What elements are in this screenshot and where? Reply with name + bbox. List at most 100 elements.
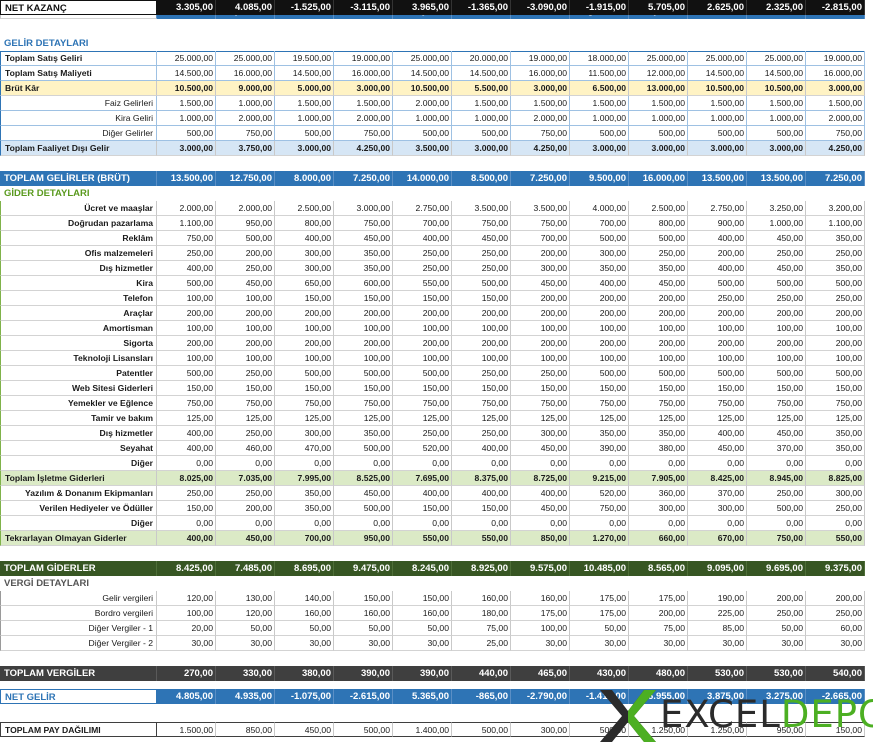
value-cell[interactable]: 2.000,00 bbox=[216, 201, 275, 216]
value-cell[interactable]: 1.000,00 bbox=[393, 111, 452, 126]
value-cell[interactable]: 0,00 bbox=[393, 516, 452, 531]
value-cell[interactable]: 30,00 bbox=[806, 636, 865, 651]
value-cell[interactable]: 370,00 bbox=[747, 441, 806, 456]
value-cell[interactable]: 10.485,00 bbox=[570, 561, 629, 576]
value-cell[interactable]: 350,00 bbox=[334, 246, 393, 261]
value-cell[interactable]: 100,00 bbox=[216, 321, 275, 336]
value-cell[interactable]: 160,00 bbox=[511, 591, 570, 606]
value-cell[interactable]: 200,00 bbox=[393, 306, 452, 321]
value-cell[interactable]: 12.000,00 bbox=[629, 66, 688, 81]
value-cell[interactable]: 5.365,00 bbox=[393, 689, 452, 704]
value-cell[interactable]: 50,00 bbox=[747, 621, 806, 636]
value-cell[interactable]: 1.500,00 bbox=[157, 722, 216, 737]
value-cell[interactable]: 100,00 bbox=[747, 321, 806, 336]
value-cell[interactable]: 500,00 bbox=[452, 276, 511, 291]
value-cell[interactable]: 3.500,00 bbox=[393, 141, 452, 156]
value-cell[interactable]: 500,00 bbox=[452, 722, 511, 737]
value-cell[interactable]: 200,00 bbox=[511, 336, 570, 351]
value-cell[interactable]: 250,00 bbox=[393, 426, 452, 441]
row-label-cell[interactable]: Araçlar bbox=[0, 306, 157, 321]
value-cell[interactable]: 950,00 bbox=[216, 216, 275, 231]
value-cell[interactable]: 1.000,00 bbox=[688, 111, 747, 126]
row-label-cell[interactable]: Teknoloji Lisansları bbox=[0, 351, 157, 366]
value-cell[interactable]: 125,00 bbox=[157, 411, 216, 426]
value-cell[interactable]: 190,00 bbox=[688, 591, 747, 606]
value-cell[interactable]: 125,00 bbox=[806, 411, 865, 426]
value-cell[interactable]: 8.500,00 bbox=[452, 171, 511, 186]
value-cell[interactable]: 16.000,00 bbox=[511, 66, 570, 81]
value-cell[interactable]: 25.000,00 bbox=[393, 51, 452, 66]
value-cell[interactable]: 100,00 bbox=[688, 351, 747, 366]
value-cell[interactable]: 250,00 bbox=[747, 486, 806, 501]
value-cell[interactable]: 4.250,00 bbox=[334, 141, 393, 156]
value-cell[interactable]: 100,00 bbox=[806, 321, 865, 336]
value-cell[interactable]: 250,00 bbox=[806, 291, 865, 306]
value-cell[interactable]: 125,00 bbox=[629, 411, 688, 426]
value-cell[interactable]: 200,00 bbox=[393, 336, 452, 351]
value-cell[interactable]: 550,00 bbox=[393, 531, 452, 546]
value-cell[interactable]: 300,00 bbox=[275, 246, 334, 261]
value-cell[interactable]: 330,00 bbox=[216, 666, 275, 681]
row-label-cell[interactable]: Toplam Satış Geliri bbox=[0, 51, 157, 66]
value-cell[interactable]: 5.000,00 bbox=[275, 81, 334, 96]
value-cell[interactable]: 8.000,00 bbox=[275, 171, 334, 186]
value-cell[interactable]: 350,00 bbox=[806, 426, 865, 441]
row-label-cell[interactable]: Tekrarlayan Olmayan Giderler bbox=[0, 531, 157, 546]
value-cell[interactable]: 1.100,00 bbox=[157, 216, 216, 231]
value-cell[interactable]: 150,00 bbox=[393, 291, 452, 306]
value-cell[interactable]: 200,00 bbox=[806, 591, 865, 606]
value-cell[interactable]: 125,00 bbox=[747, 411, 806, 426]
value-cell[interactable]: 200,00 bbox=[334, 336, 393, 351]
value-cell[interactable]: 300,00 bbox=[511, 261, 570, 276]
value-cell[interactable]: 175,00 bbox=[629, 591, 688, 606]
row-label-cell[interactable]: Yazılım & Donanım Ekipmanları bbox=[0, 486, 157, 501]
value-cell[interactable]: 520,00 bbox=[570, 486, 629, 501]
value-cell[interactable]: 500,00 bbox=[747, 501, 806, 516]
value-cell[interactable]: 500,00 bbox=[629, 366, 688, 381]
value-cell[interactable]: 50,00 bbox=[275, 621, 334, 636]
value-cell[interactable]: 750,00 bbox=[216, 396, 275, 411]
value-cell[interactable]: 0,00 bbox=[747, 456, 806, 471]
row-label-cell[interactable]: Diğer Vergiler - 2 bbox=[0, 636, 157, 651]
value-cell[interactable]: 14.500,00 bbox=[393, 66, 452, 81]
value-cell[interactable]: 200,00 bbox=[334, 306, 393, 321]
value-cell[interactable]: 550,00 bbox=[452, 531, 511, 546]
value-cell[interactable]: 125,00 bbox=[275, 411, 334, 426]
value-cell[interactable]: 750,00 bbox=[806, 396, 865, 411]
value-cell[interactable]: 500,00 bbox=[275, 126, 334, 141]
value-cell[interactable]: 750,00 bbox=[511, 126, 570, 141]
value-cell[interactable]: 8.825,00 bbox=[806, 471, 865, 486]
value-cell[interactable]: 100,00 bbox=[452, 351, 511, 366]
value-cell[interactable]: 200,00 bbox=[157, 306, 216, 321]
value-cell[interactable]: 350,00 bbox=[570, 426, 629, 441]
value-cell[interactable]: 0,00 bbox=[334, 456, 393, 471]
value-cell[interactable]: 9.475,00 bbox=[334, 561, 393, 576]
value-cell[interactable]: 360,00 bbox=[629, 486, 688, 501]
value-cell[interactable]: 200,00 bbox=[688, 246, 747, 261]
value-cell[interactable]: 16.000,00 bbox=[216, 66, 275, 81]
value-cell[interactable]: 380,00 bbox=[629, 441, 688, 456]
value-cell[interactable]: 13.000,00 bbox=[629, 81, 688, 96]
value-cell[interactable]: 150,00 bbox=[157, 501, 216, 516]
value-cell[interactable]: 7.250,00 bbox=[511, 171, 570, 186]
value-cell[interactable]: 100,00 bbox=[275, 351, 334, 366]
value-cell[interactable]: 160,00 bbox=[334, 606, 393, 621]
value-cell[interactable]: 4.000,00 bbox=[570, 201, 629, 216]
value-cell[interactable]: -3.115,00 bbox=[334, 0, 393, 15]
value-cell[interactable]: 18.000,00 bbox=[570, 51, 629, 66]
value-cell[interactable]: 500,00 bbox=[747, 276, 806, 291]
row-label-cell[interactable]: Doğrudan pazarlama bbox=[0, 216, 157, 231]
value-cell[interactable]: 120,00 bbox=[216, 606, 275, 621]
value-cell[interactable]: 200,00 bbox=[806, 336, 865, 351]
value-cell[interactable]: 0,00 bbox=[806, 516, 865, 531]
value-cell[interactable]: 500,00 bbox=[688, 276, 747, 291]
value-cell[interactable]: 3.000,00 bbox=[747, 141, 806, 156]
value-cell[interactable]: 250,00 bbox=[806, 246, 865, 261]
value-cell[interactable]: 30,00 bbox=[511, 636, 570, 651]
row-label-cell[interactable]: NET KAZANÇ bbox=[0, 0, 157, 15]
value-cell[interactable]: 2.325,00 bbox=[747, 0, 806, 15]
value-cell[interactable]: 500,00 bbox=[334, 501, 393, 516]
value-cell[interactable]: 125,00 bbox=[688, 411, 747, 426]
value-cell[interactable]: 125,00 bbox=[216, 411, 275, 426]
value-cell[interactable]: 250,00 bbox=[216, 426, 275, 441]
